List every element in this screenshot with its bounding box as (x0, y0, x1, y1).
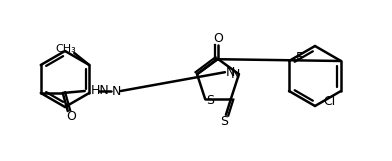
Text: F: F (296, 51, 303, 63)
Text: CH₃: CH₃ (56, 44, 76, 54)
Text: S: S (206, 94, 214, 107)
Text: HN: HN (91, 84, 109, 96)
Text: Cl: Cl (323, 95, 335, 108)
Text: N: N (231, 68, 241, 81)
Text: O: O (213, 32, 223, 44)
Text: O: O (66, 110, 76, 123)
Text: S: S (220, 115, 228, 128)
Text: N: N (226, 66, 236, 79)
Text: N: N (112, 85, 122, 98)
